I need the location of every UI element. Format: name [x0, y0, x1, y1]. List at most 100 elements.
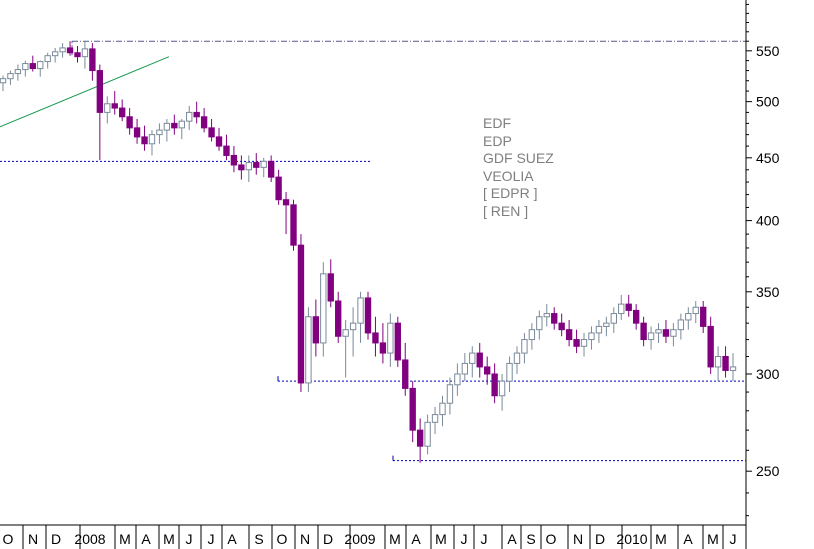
candle-body — [312, 316, 320, 344]
candle-body — [625, 303, 632, 311]
candle-body — [394, 322, 401, 361]
candle-body — [349, 322, 357, 331]
candle-body — [357, 297, 364, 324]
candle-body — [282, 199, 290, 206]
candle-body — [446, 384, 454, 404]
x-tick-label: M — [163, 531, 175, 547]
candle-body — [0, 78, 7, 84]
candle-body — [379, 342, 387, 354]
x-tick-label: S — [526, 531, 535, 547]
legend: EDF EDP GDF SUEZ VEOLIA [ EDPR ] [ REN ] — [483, 115, 554, 220]
candle-body — [700, 306, 707, 327]
x-tick-label: J — [186, 531, 193, 547]
x-tick-label: O — [546, 531, 557, 547]
candle-body — [141, 136, 148, 145]
x-tick-label: M — [655, 531, 667, 547]
x-tick-label: J — [208, 531, 215, 547]
candle-body — [528, 329, 536, 341]
candle-body — [327, 273, 334, 302]
candle-body — [163, 122, 171, 131]
candle-body — [558, 322, 565, 331]
x-tick-label: A — [227, 531, 237, 547]
candle-body — [126, 116, 133, 129]
candle-body — [692, 306, 699, 315]
candle-body — [729, 366, 737, 371]
candle-body — [22, 63, 29, 71]
candle-body — [722, 356, 729, 371]
candle-body — [96, 70, 104, 113]
x-tick-label: 2010 — [616, 531, 647, 547]
candle-body — [133, 127, 141, 138]
x-tick-label: 2009 — [344, 531, 375, 547]
x-tick-label: M — [707, 531, 719, 547]
x-tick-label: A — [141, 531, 151, 547]
candle-body — [81, 48, 89, 58]
candle-body — [342, 329, 349, 337]
x-tick-label: D — [595, 531, 605, 547]
x-tick-label: O — [3, 531, 14, 547]
candle-body — [536, 316, 543, 331]
candle-body — [44, 55, 51, 63]
candle-body — [238, 164, 245, 171]
candle-body — [431, 414, 439, 423]
candle-body — [439, 402, 446, 416]
candle-body — [580, 339, 588, 347]
candle-body — [297, 244, 305, 384]
x-tick-label: N — [300, 531, 310, 547]
x-tick-label: J — [461, 531, 468, 547]
candle-body — [588, 332, 595, 341]
x-axis-ticks: O N D 2008 M A M J J A S O N D 2009 M A M J J A S O N D 2010 M A M J — [3, 525, 737, 549]
x-tick-label: N — [28, 531, 38, 547]
candle-body — [320, 273, 327, 344]
candle-body — [200, 116, 208, 129]
candle-body — [372, 332, 379, 344]
candle-body — [119, 107, 126, 118]
x-tick-label: D — [323, 531, 333, 547]
candle-body — [29, 63, 36, 70]
candle-body — [148, 134, 156, 145]
candle-body — [521, 339, 528, 354]
candle-body — [74, 52, 81, 58]
candle-body — [610, 313, 617, 324]
candle-body — [193, 111, 200, 118]
candle-body — [416, 429, 424, 447]
x-tick-label: M — [389, 531, 401, 547]
candle-body — [707, 325, 714, 368]
y-tick-label: 450 — [756, 150, 780, 166]
legend-item-gdf-suez: GDF SUEZ — [483, 150, 554, 166]
candle-body — [677, 319, 685, 331]
candle-body — [275, 176, 282, 201]
candle-body — [7, 73, 14, 80]
candle-body — [632, 309, 640, 324]
candle-body — [498, 380, 506, 397]
x-tick-label: A — [411, 531, 421, 547]
x-tick-label: J — [730, 531, 737, 547]
candle-body — [491, 373, 498, 397]
x-tick-label: J — [481, 531, 488, 547]
candle-body — [335, 300, 342, 337]
candle-body — [595, 325, 603, 334]
candle-body — [364, 297, 372, 334]
legend-item-veolia: VEOLIA — [483, 167, 534, 184]
x-tick-label: M — [119, 531, 131, 547]
candle-body — [655, 329, 662, 334]
candle-body — [662, 329, 670, 337]
x-tick-label: 2008 — [74, 531, 105, 547]
y-tick-label: 300 — [756, 366, 780, 382]
candle-body — [685, 313, 692, 321]
candle-body — [454, 373, 461, 386]
candle-body — [402, 359, 409, 389]
y-tick-label: 550 — [756, 43, 780, 59]
trendline — [0, 56, 170, 128]
candle-body — [565, 329, 573, 341]
candle-body — [260, 160, 267, 168]
candle-body — [551, 313, 558, 324]
x-tick-label: A — [507, 531, 517, 547]
candle-body — [111, 103, 118, 109]
candle-body — [51, 51, 59, 57]
candle-body — [230, 154, 238, 166]
y-tick-label: 350 — [756, 284, 780, 300]
candle-body — [640, 322, 647, 341]
candles — [0, 41, 737, 463]
